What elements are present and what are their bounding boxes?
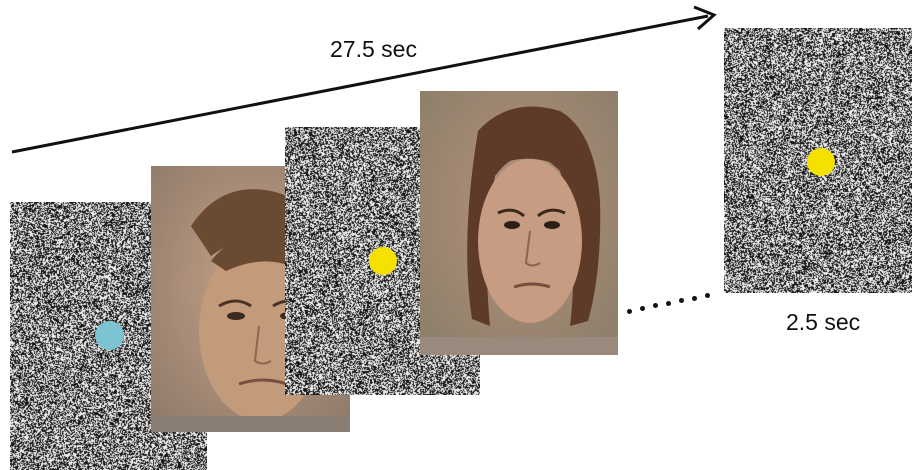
fixation-dot-yellow-1 xyxy=(369,247,397,275)
face-frame-2 xyxy=(420,91,618,355)
total-duration-label: 27.5 sec xyxy=(330,36,417,63)
angry-face-image xyxy=(420,91,618,355)
fixation-dot-yellow-2 xyxy=(807,148,835,176)
fixation-dot-blue xyxy=(95,321,124,350)
final-duration-label: 2.5 sec xyxy=(786,309,860,336)
